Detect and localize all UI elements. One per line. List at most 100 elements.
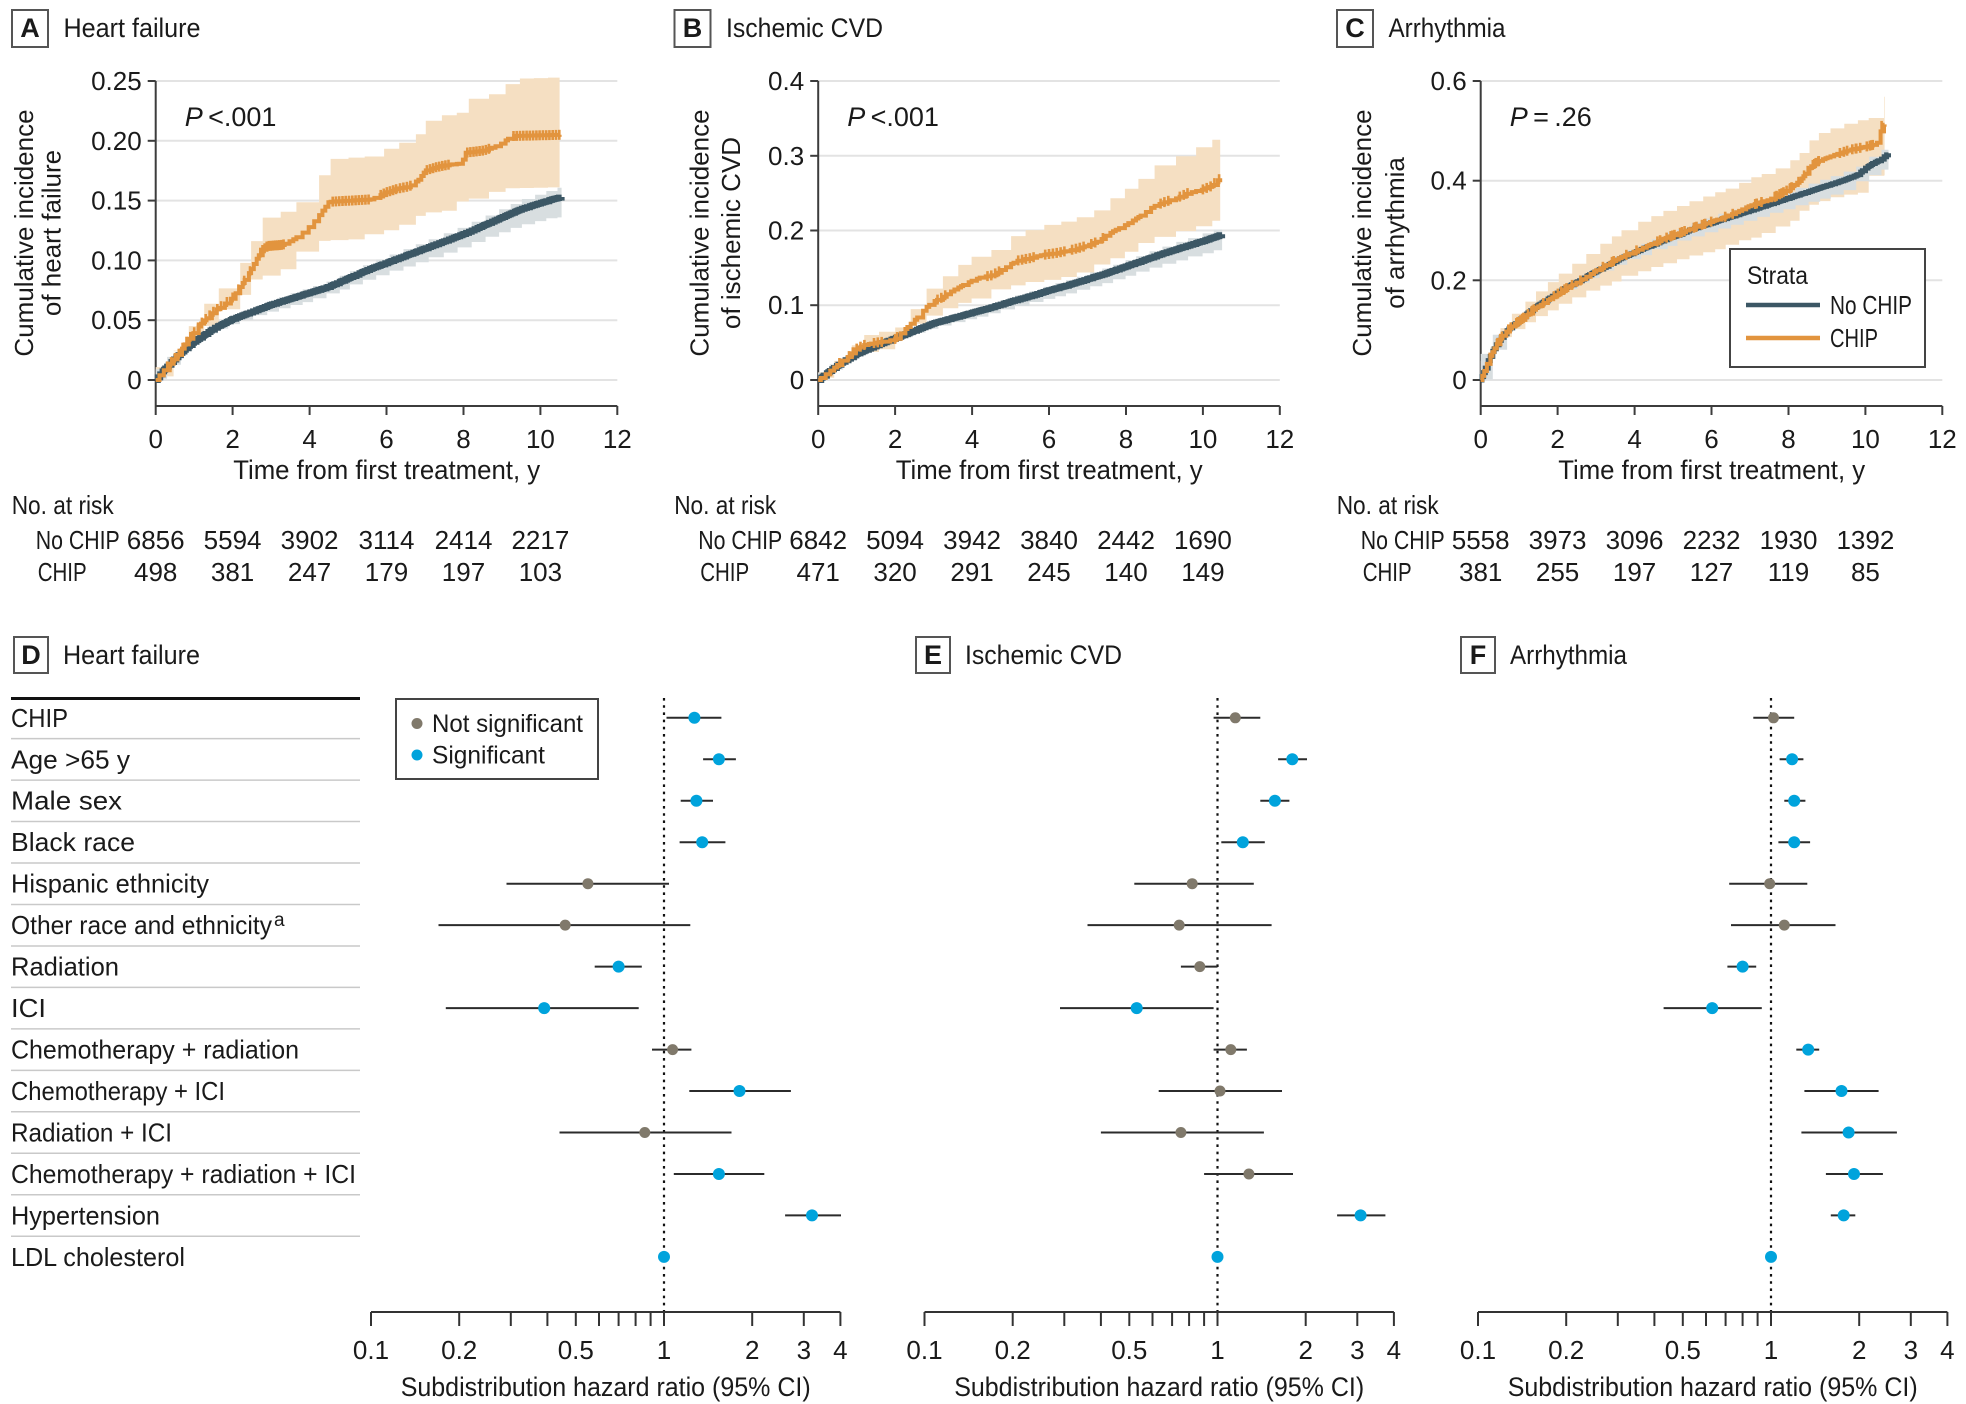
svg-text:Ischemic CVD: Ischemic CVD [726, 13, 883, 43]
svg-text:Hispanic ethnicity: Hispanic ethnicity [11, 869, 209, 899]
svg-text:0.2: 0.2 [1548, 1335, 1584, 1365]
svg-text:4: 4 [302, 424, 316, 454]
svg-text:Subdistribution hazard ratio (: Subdistribution hazard ratio (95% CI) [1508, 1372, 1918, 1402]
svg-text:Time from first treatment, y: Time from first treatment, y [896, 455, 1203, 485]
svg-text:Arrhythmia: Arrhythmia [1389, 13, 1507, 43]
svg-text:3114: 3114 [359, 525, 415, 555]
svg-text:0: 0 [1473, 424, 1487, 454]
svg-text:3902: 3902 [281, 525, 339, 555]
svg-text:B: B [683, 13, 703, 43]
svg-text:5094: 5094 [866, 525, 924, 555]
svg-text:C: C [1345, 13, 1365, 43]
svg-text:No CHIP: No CHIP [36, 525, 120, 555]
svg-text:3: 3 [1350, 1335, 1364, 1365]
svg-text:12: 12 [1265, 424, 1294, 454]
svg-text:4: 4 [833, 1335, 847, 1365]
svg-text:of ischemic CVD: of ischemic CVD [716, 137, 746, 329]
svg-text:0.5: 0.5 [558, 1335, 594, 1365]
svg-text:197: 197 [1613, 557, 1656, 587]
svg-text:Strata: Strata [1747, 262, 1808, 290]
svg-text:No CHIP: No CHIP [698, 525, 782, 555]
svg-text:Heart failure: Heart failure [64, 13, 201, 43]
svg-text:2: 2 [225, 424, 239, 454]
svg-text:CHIP: CHIP [38, 557, 87, 587]
svg-text:247: 247 [288, 557, 331, 587]
svg-text:4: 4 [1627, 424, 1641, 454]
svg-text:A: A [20, 13, 40, 43]
svg-text:P <.001: P <.001 [185, 102, 277, 132]
svg-text:1: 1 [657, 1335, 671, 1365]
svg-text:8: 8 [1119, 424, 1133, 454]
svg-text:Radiation + ICI: Radiation + ICI [11, 1118, 172, 1148]
svg-text:498: 498 [134, 557, 177, 587]
svg-text:0.4: 0.4 [768, 66, 804, 96]
svg-text:2442: 2442 [1097, 525, 1155, 555]
svg-text:Not significant: Not significant [432, 710, 583, 738]
svg-text:Radiation: Radiation [11, 952, 119, 982]
svg-text:0.2: 0.2 [441, 1335, 477, 1365]
svg-text:CHIP: CHIP [1363, 557, 1412, 587]
svg-text:P <.001: P <.001 [847, 102, 939, 132]
svg-text:6: 6 [379, 424, 393, 454]
svg-text:0.1: 0.1 [353, 1335, 389, 1365]
svg-text:6856: 6856 [127, 525, 185, 555]
svg-text:0.1: 0.1 [1460, 1335, 1496, 1365]
svg-text:LDL cholesterol: LDL cholesterol [11, 1242, 185, 1272]
svg-text:2217: 2217 [511, 525, 569, 555]
svg-text:6: 6 [1704, 424, 1718, 454]
svg-text:320: 320 [873, 557, 916, 587]
svg-text:Ischemic CVD: Ischemic CVD [965, 640, 1122, 670]
svg-text:119: 119 [1768, 557, 1809, 587]
svg-text:12: 12 [603, 424, 632, 454]
svg-text:2: 2 [745, 1335, 759, 1365]
svg-text:3973: 3973 [1529, 525, 1587, 555]
svg-text:Chemotherapy + radiation: Chemotherapy + radiation [11, 1035, 299, 1065]
svg-text:5594: 5594 [204, 525, 262, 555]
svg-text:0: 0 [127, 365, 141, 395]
svg-text:Subdistribution hazard ratio (: Subdistribution hazard ratio (95% CI) [954, 1372, 1364, 1402]
svg-text:0.6: 0.6 [1431, 66, 1467, 96]
svg-text:Cumulative incidence: Cumulative incidence [1347, 109, 1377, 356]
svg-text:3: 3 [797, 1335, 811, 1365]
svg-text:1: 1 [1764, 1335, 1778, 1365]
svg-text:0.10: 0.10 [91, 245, 142, 275]
svg-text:471: 471 [797, 557, 840, 587]
svg-text:Hypertension: Hypertension [11, 1200, 160, 1230]
svg-text:No CHIP: No CHIP [1361, 525, 1445, 555]
svg-text:Cumulative incidence: Cumulative incidence [685, 109, 715, 356]
svg-text:0.1: 0.1 [768, 290, 804, 320]
svg-text:1690: 1690 [1174, 525, 1232, 555]
svg-text:1: 1 [1210, 1335, 1224, 1365]
svg-text:Arrhythmia: Arrhythmia [1510, 640, 1628, 670]
svg-text:0.5: 0.5 [1665, 1335, 1701, 1365]
svg-text:255: 255 [1536, 557, 1579, 587]
svg-text:381: 381 [1459, 557, 1502, 587]
svg-text:of arrhythmia: of arrhythmia [1380, 157, 1410, 309]
svg-text:197: 197 [442, 557, 485, 587]
svg-text:2414: 2414 [435, 525, 493, 555]
svg-text:0: 0 [790, 365, 804, 395]
svg-text:3096: 3096 [1606, 525, 1664, 555]
svg-text:245: 245 [1027, 557, 1070, 587]
svg-text:2: 2 [1550, 424, 1564, 454]
svg-text:No. at risk: No. at risk [1337, 490, 1440, 520]
svg-text:Other race and ethnicity: Other race and ethnicity [11, 910, 272, 940]
svg-text:2: 2 [1852, 1335, 1866, 1365]
svg-text:0.15: 0.15 [91, 186, 142, 216]
svg-text:291: 291 [950, 557, 993, 587]
svg-text:0.5: 0.5 [1111, 1335, 1147, 1365]
svg-text:2: 2 [888, 424, 902, 454]
svg-text:4: 4 [965, 424, 979, 454]
svg-text:Heart failure: Heart failure [63, 640, 200, 670]
svg-text:P = .26: P = .26 [1510, 102, 1592, 132]
svg-text:2: 2 [1298, 1335, 1312, 1365]
svg-text:10: 10 [1188, 424, 1217, 454]
svg-text:a: a [274, 910, 285, 931]
svg-text:Chemotherapy + ICI: Chemotherapy + ICI [11, 1076, 225, 1106]
svg-text:4: 4 [1940, 1335, 1954, 1365]
svg-text:D: D [21, 640, 41, 670]
svg-text:3942: 3942 [943, 525, 1001, 555]
svg-text:0.2: 0.2 [768, 216, 804, 246]
svg-text:CHIP: CHIP [11, 703, 68, 733]
svg-text:3: 3 [1904, 1335, 1918, 1365]
